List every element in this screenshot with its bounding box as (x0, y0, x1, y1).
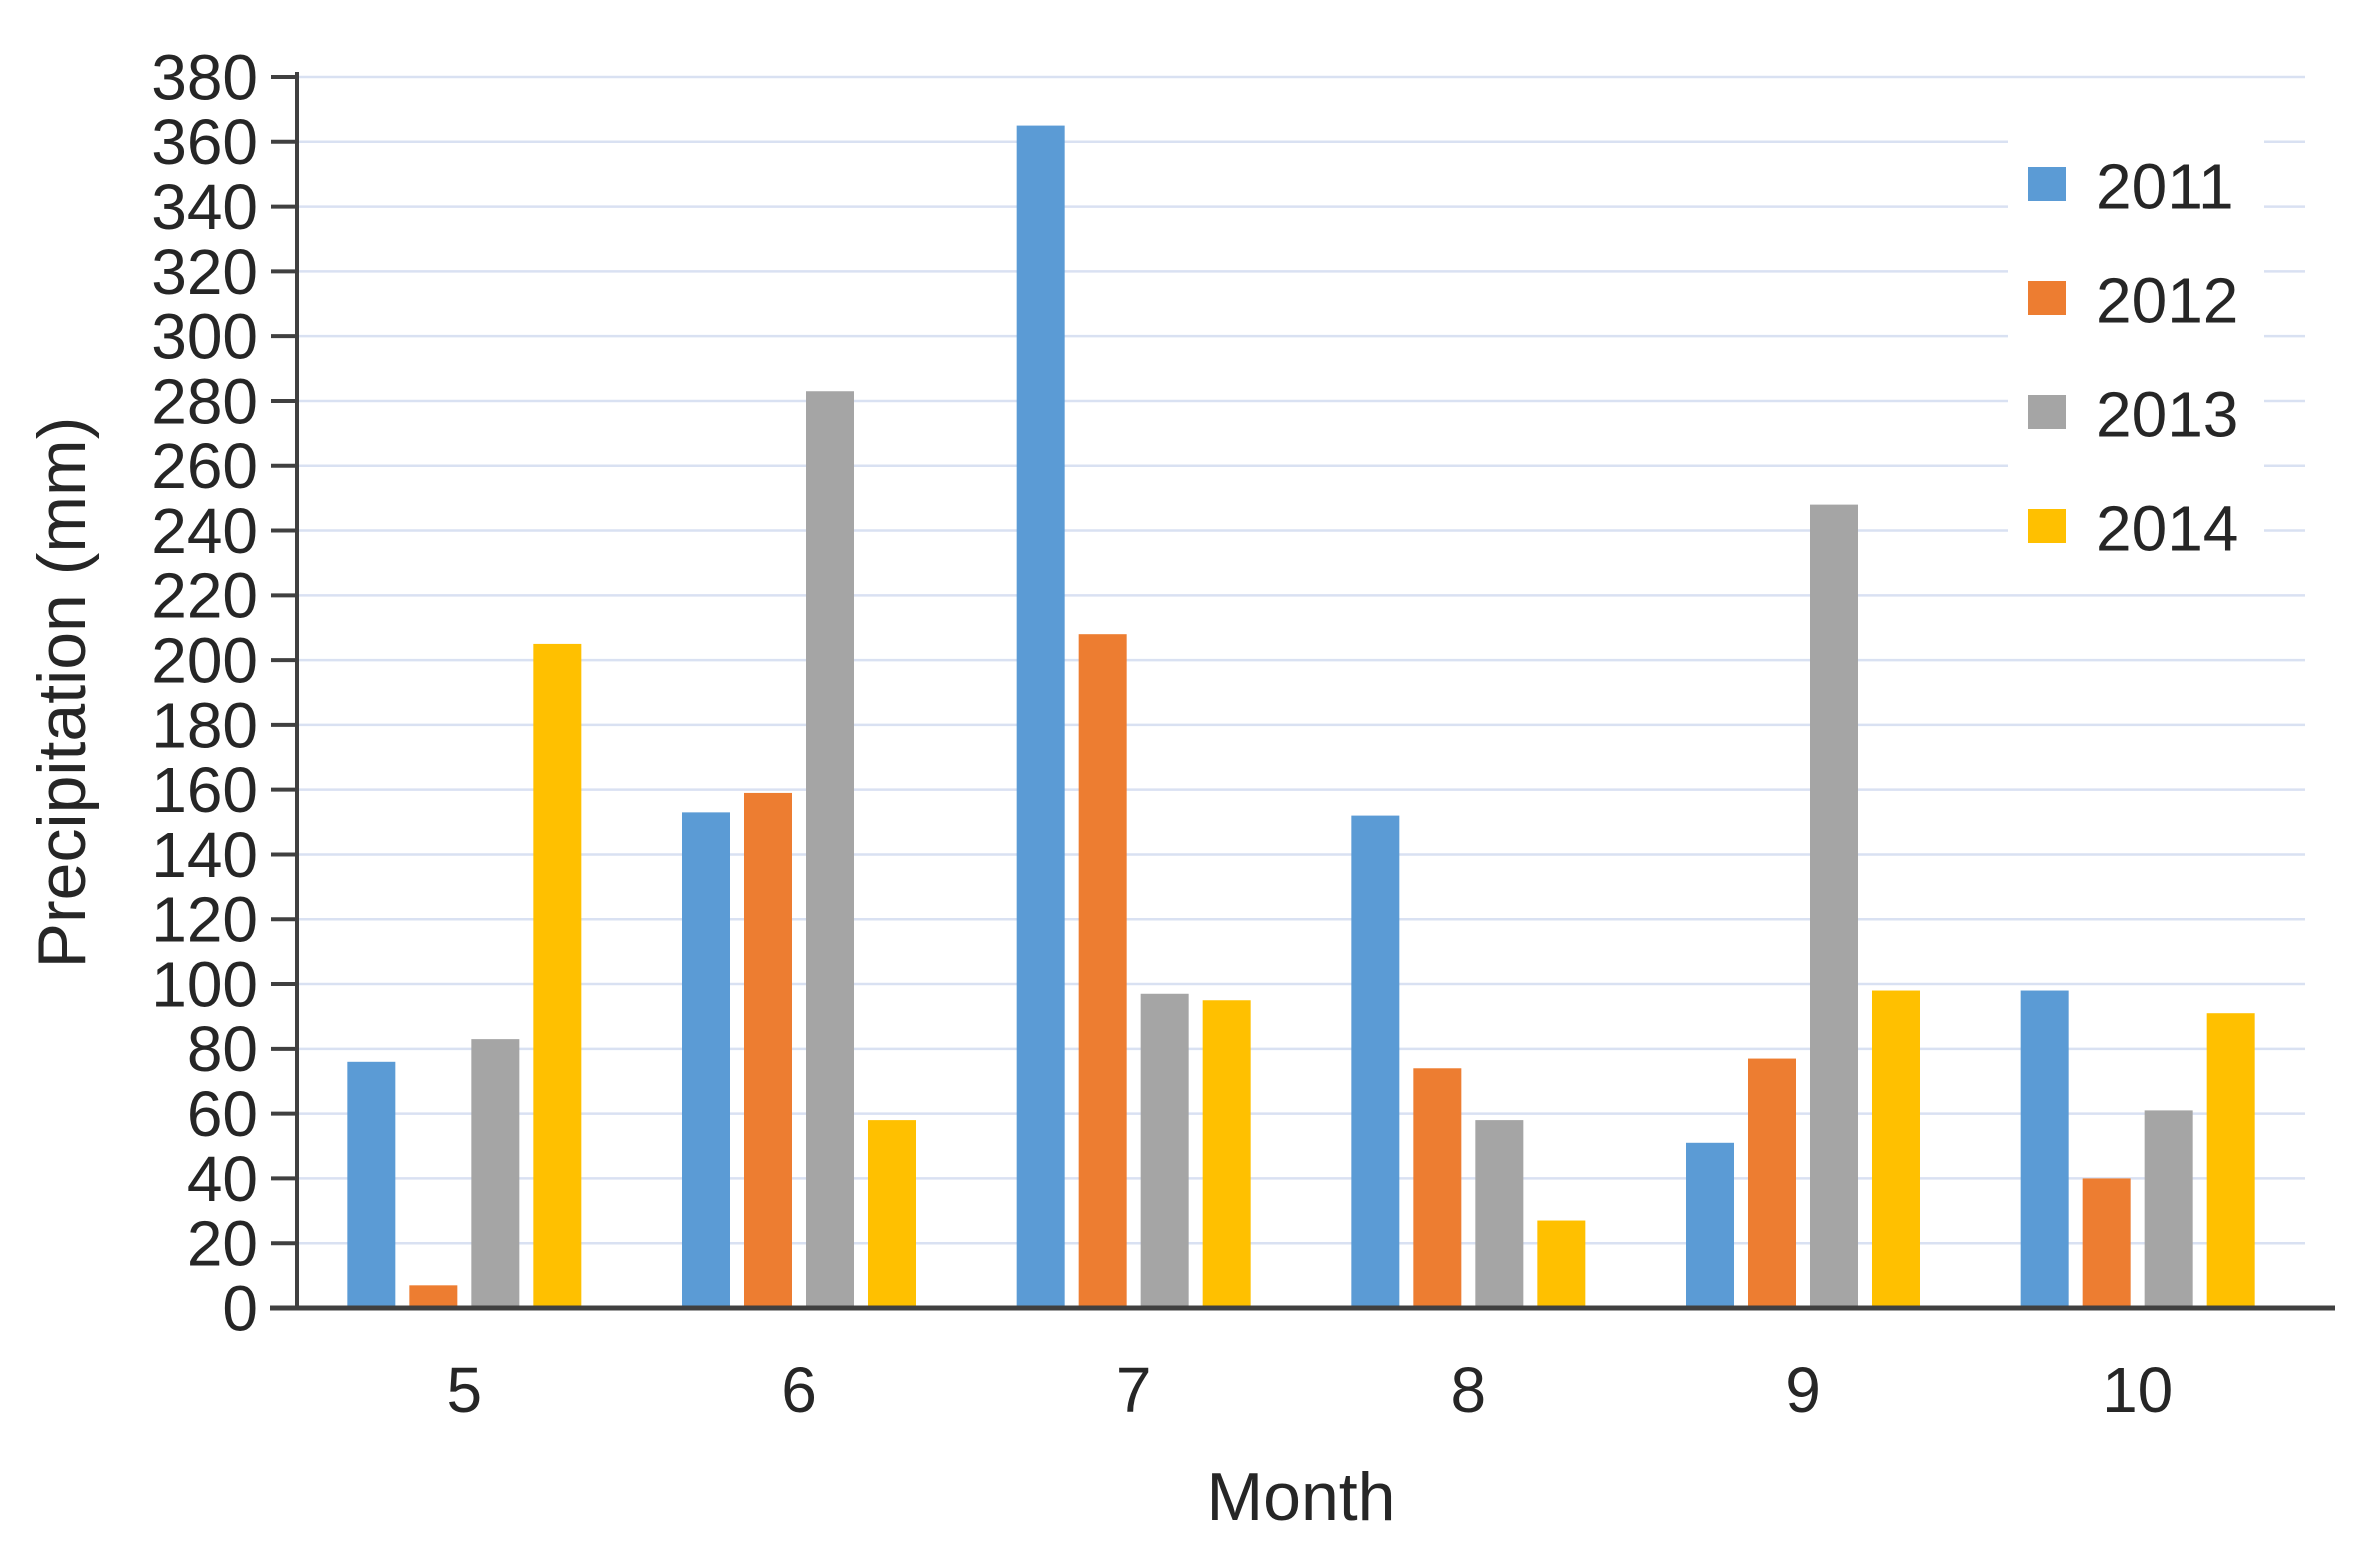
legend-swatch-2013 (2028, 395, 2066, 429)
y-tick-label-100: 100 (151, 948, 258, 1020)
bar-2011-month-9 (1686, 1142, 1734, 1308)
bar-2011-month-8 (1351, 815, 1400, 1308)
legend-label-2011: 2011 (2096, 150, 2234, 222)
x-tick-label-10: 10 (2102, 1354, 2173, 1426)
legend-swatch-2014 (2028, 509, 2066, 543)
y-axis-title: Precipitation (mm) (24, 417, 100, 969)
y-tick-label-180: 180 (151, 689, 258, 761)
bar-2011-month-6 (682, 812, 730, 1308)
legend-label-2012: 2012 (2096, 264, 2238, 336)
legend-label-2014: 2014 (2096, 492, 2238, 564)
bar-2012-month-5 (409, 1285, 458, 1308)
y-tick-label-340: 340 (151, 171, 258, 243)
y-tick-label-160: 160 (151, 754, 258, 826)
bar-2013-month-9 (1810, 504, 1858, 1308)
x-tick-label-7: 7 (1116, 1354, 1152, 1426)
y-tick-label-220: 220 (151, 560, 258, 632)
bar-2014-month-5 (533, 643, 582, 1308)
y-tick-label-240: 240 (151, 495, 258, 567)
bar-2011-month-5 (347, 1061, 396, 1308)
y-tick-label-20: 20 (187, 1208, 258, 1280)
x-tick-label-6: 6 (781, 1354, 817, 1426)
legend-swatch-2011 (2028, 167, 2066, 201)
y-tick-label-120: 120 (151, 884, 258, 956)
bar-2013-month-10 (2144, 1110, 2193, 1308)
y-tick-label-0: 0 (222, 1272, 258, 1344)
y-tick-label-260: 260 (151, 430, 258, 502)
x-axis-title: Month (1207, 1459, 1396, 1535)
bar-2014-month-9 (1872, 990, 1920, 1308)
y-tick-label-140: 140 (151, 819, 258, 891)
y-tick-label-280: 280 (151, 365, 258, 437)
bar-2013-month-5 (471, 1039, 520, 1308)
y-tick-label-60: 60 (187, 1078, 258, 1150)
bar-2012-month-7 (1078, 634, 1127, 1308)
bar-2012-month-10 (2082, 1178, 2131, 1308)
y-tick-label-380: 380 (151, 41, 258, 113)
x-tick-label-9: 9 (1785, 1354, 1821, 1426)
bar-2011-month-10 (2020, 990, 2069, 1308)
bar-2014-month-10 (2206, 1013, 2255, 1308)
y-tick-label-320: 320 (151, 236, 258, 308)
bar-2014-month-7 (1202, 1000, 1251, 1308)
y-tick-label-40: 40 (187, 1143, 258, 1215)
y-tick-label-80: 80 (187, 1013, 258, 1085)
bar-2012-month-8 (1413, 1068, 1462, 1308)
bar-2013-month-7 (1140, 993, 1189, 1308)
y-tick-label-300: 300 (151, 301, 258, 373)
bar-2011-month-7 (1016, 125, 1065, 1309)
y-tick-label-200: 200 (151, 625, 258, 697)
x-tick-label-8: 8 (1451, 1354, 1487, 1426)
y-tick-label-360: 360 (151, 106, 258, 178)
legend-swatch-2012 (2028, 281, 2066, 315)
bar-2012-month-9 (1748, 1058, 1796, 1308)
legend-label-2013: 2013 (2096, 378, 2238, 450)
bar-2012-month-6 (744, 792, 792, 1308)
bar-2013-month-8 (1475, 1120, 1524, 1308)
bar-2014-month-6 (868, 1120, 916, 1308)
bar-2013-month-6 (806, 391, 854, 1308)
x-tick-label-5: 5 (447, 1354, 483, 1426)
bar-2014-month-8 (1537, 1220, 1586, 1308)
